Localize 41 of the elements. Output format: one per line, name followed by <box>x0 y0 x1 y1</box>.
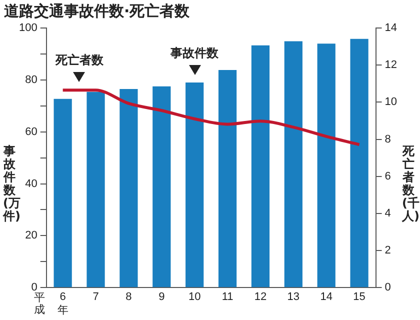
x-tick-label: 7 <box>92 291 99 304</box>
y2-tick-label: 2 <box>384 244 391 257</box>
y-tick-label: 80 <box>25 74 38 86</box>
y-tick-label: 0 <box>31 282 38 294</box>
bar <box>251 45 270 288</box>
annotation: 事故件数 <box>170 44 219 62</box>
y-tick-label: 40 <box>25 178 38 190</box>
bar <box>284 41 302 288</box>
x-tick-label: 15 <box>353 291 366 304</box>
bar <box>152 86 171 288</box>
y-tick-label: 60 <box>25 126 38 138</box>
bar <box>218 70 237 288</box>
y-axis-title: 事故件数(万件) <box>3 144 20 223</box>
bar <box>350 38 368 288</box>
x-tick-label: 10 <box>188 291 201 304</box>
y2-tick-label: 10 <box>384 96 398 108</box>
y2-tick-label: 8 <box>384 133 391 146</box>
y2-tick-label: 0 <box>384 282 391 294</box>
x-tick-label: 14 <box>320 291 332 304</box>
x-tick-label: 6年 <box>57 291 68 316</box>
y2-tick-label: 4 <box>384 207 391 220</box>
x-tick-label: 8 <box>126 291 132 304</box>
y-tick-label: 100 <box>18 22 38 34</box>
y2-tick-label: 6 <box>384 170 391 182</box>
y2-tick-label: 14 <box>384 22 398 34</box>
bar <box>120 89 138 288</box>
bar <box>186 82 204 288</box>
y2-axis-title: 死亡者数(千人) <box>402 144 420 223</box>
bar <box>86 92 105 288</box>
x-tick-label: 13 <box>287 291 300 304</box>
annotation: 死亡者数 <box>55 52 104 70</box>
x-axis-title: 平成 <box>34 291 46 316</box>
bar <box>317 44 336 288</box>
y-tick-label: 20 <box>25 230 38 242</box>
line-series <box>61 88 361 146</box>
x-tick-label: 9 <box>158 291 165 304</box>
x-tick-label: 11 <box>222 291 234 304</box>
chart-title: 道路交通事故件数·死亡者数 <box>4 2 190 21</box>
y2-tick-label: 12 <box>384 59 398 72</box>
bar <box>54 98 72 288</box>
x-tick-label: 12 <box>254 291 267 304</box>
